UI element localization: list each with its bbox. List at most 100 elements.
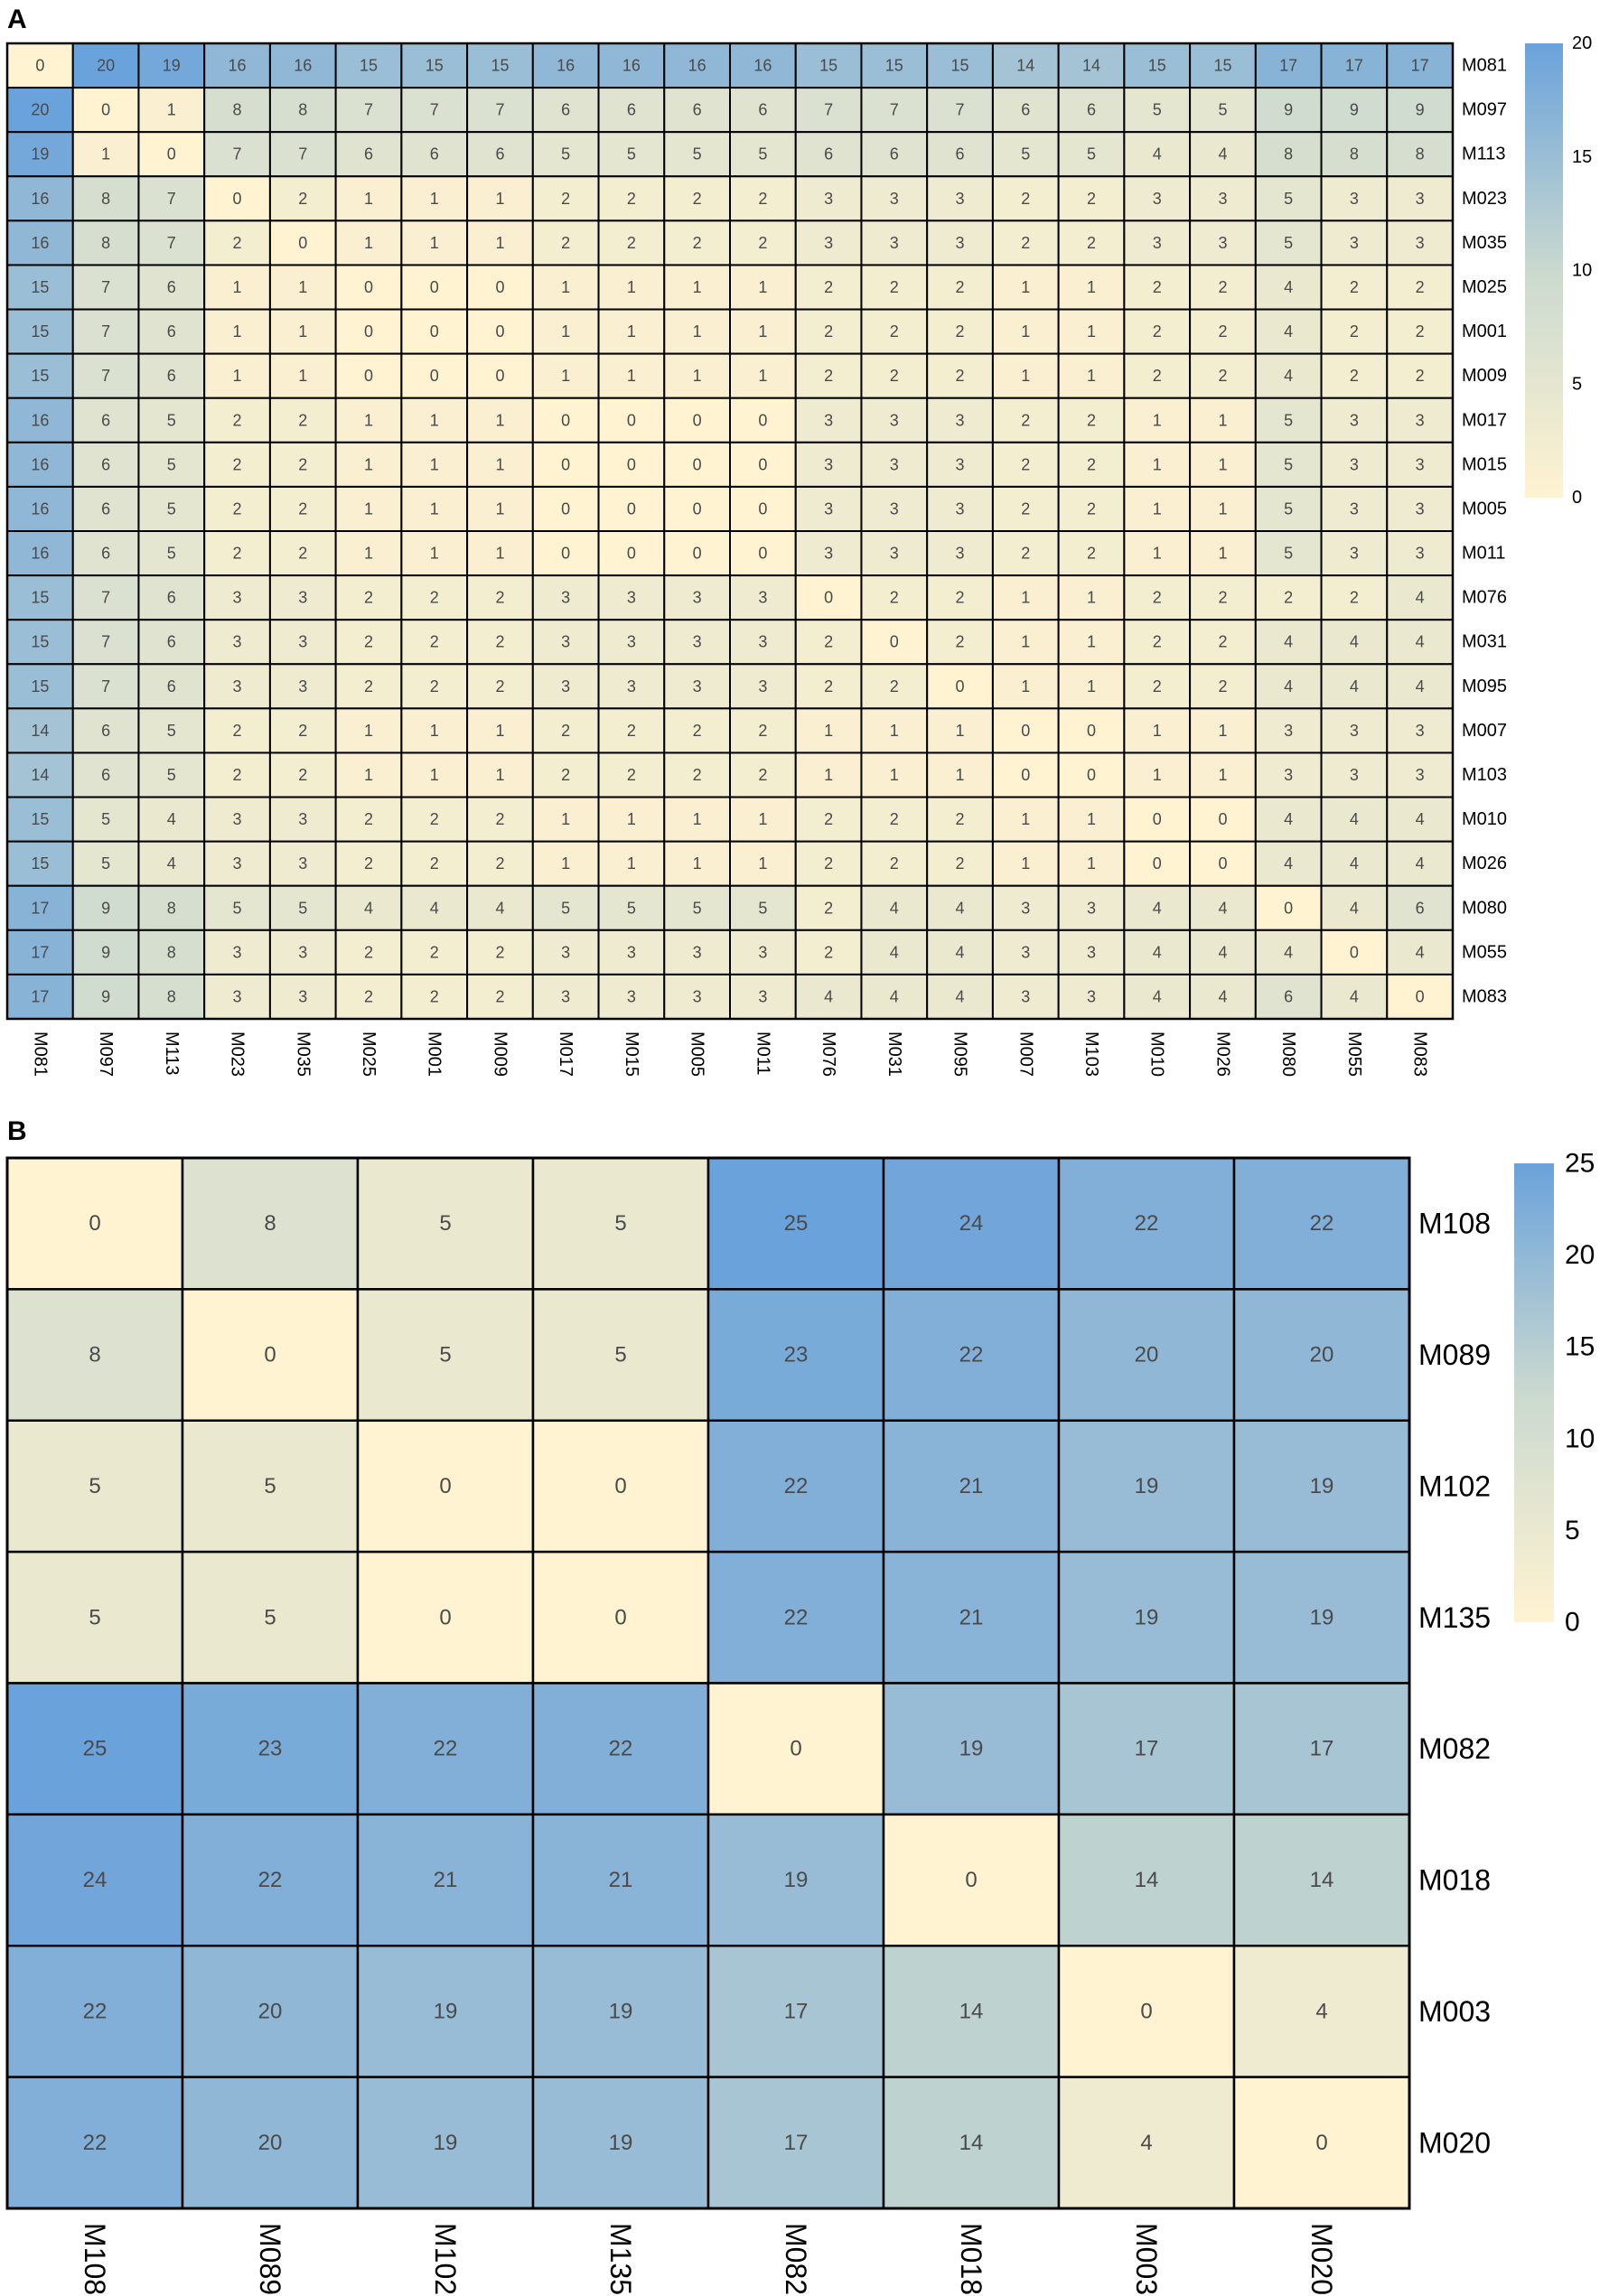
heatmap-cell [531, 751, 600, 798]
cell-value-label: 3 [1350, 455, 1359, 473]
heatmap-cell [1254, 884, 1323, 931]
heatmap-cell [5, 1550, 184, 1685]
cell-value-label: 3 [1350, 411, 1359, 429]
cell-value-label: 5 [627, 899, 636, 917]
heatmap-cell [1386, 175, 1454, 222]
cell-value-label: 1 [430, 455, 439, 473]
cell-value-label: 1 [627, 367, 636, 385]
cell-value-label: 6 [101, 455, 110, 473]
cell-value-label: 15 [1148, 57, 1166, 75]
cell-value-label: 0 [89, 1211, 100, 1236]
cell-value-label: 4 [430, 899, 439, 917]
cell-value-label: 8 [264, 1211, 276, 1236]
cell-value-label: 6 [627, 101, 636, 119]
cell-value-label: 3 [758, 633, 767, 651]
cell-value-label: 6 [167, 589, 176, 607]
cell-value-label: 6 [167, 278, 176, 296]
cell-value-label: 5 [167, 411, 176, 429]
heatmap-cell [1057, 264, 1126, 311]
heatmap-cell [1189, 397, 1257, 443]
cell-value-label: 3 [956, 234, 965, 252]
cell-value-label: 5 [614, 1211, 626, 1236]
heatmap-cell [466, 663, 534, 710]
cell-value-label: 3 [693, 987, 702, 1005]
heatmap-cell [181, 1945, 360, 2078]
heatmap-cell [531, 485, 600, 533]
cell-value-label: 3 [561, 943, 570, 961]
cell-value-label: 2 [1350, 367, 1359, 385]
cell-value-label: 25 [784, 1211, 809, 1236]
heatmap-cell [926, 131, 994, 178]
heatmap-cell [926, 485, 994, 533]
heatmap-cell [334, 352, 403, 399]
cell-value-label: 1 [561, 278, 570, 296]
heatmap-cell [663, 751, 731, 798]
cell-value-label: 6 [101, 499, 110, 518]
heatmap-cell [268, 707, 337, 754]
heatmap-cell [71, 751, 140, 798]
cell-value-label: 20 [258, 2131, 283, 2155]
heatmap-cell [663, 574, 731, 621]
cell-value-label: 2 [1087, 545, 1096, 563]
cell-value-label: 3 [1350, 766, 1359, 784]
cell-value-label: 2 [364, 589, 373, 607]
cell-value-label: 8 [1416, 145, 1425, 163]
cell-value-label: 15 [31, 278, 49, 296]
cell-value-label: 22 [784, 1605, 809, 1629]
cell-value-label: 2 [495, 854, 504, 873]
cell-value-label: 17 [1345, 57, 1363, 75]
cell-value-label: 1 [495, 722, 504, 740]
cell-value-label: 2 [430, 810, 439, 828]
row-label: M082 [1418, 1732, 1491, 1765]
heatmap-cell [1189, 42, 1257, 89]
cell-value-label: 5 [439, 1343, 451, 1367]
cell-value-label: 2 [233, 499, 242, 518]
cell-value-label: 24 [959, 1211, 984, 1236]
cell-value-label: 1 [1218, 411, 1227, 429]
cell-value-label: 2 [890, 677, 899, 695]
heatmap-cell [400, 87, 469, 134]
heatmap-cell [1386, 352, 1454, 399]
heatmap-cell [1320, 175, 1389, 222]
cell-value-label: 0 [101, 101, 110, 119]
heatmap-cell [1386, 884, 1454, 931]
cell-value-label: 4 [1350, 633, 1359, 651]
heatmap-cell [1123, 264, 1192, 311]
cell-value-label: 3 [890, 190, 899, 208]
cell-value-label: 16 [622, 57, 641, 75]
heatmap-cell [268, 929, 337, 975]
cell-value-label: 3 [1350, 722, 1359, 740]
heatmap-cell [400, 840, 469, 887]
row-label: M023 [1462, 189, 1507, 209]
cell-value-label: 1 [1087, 810, 1096, 828]
cell-value-label: 4 [1416, 677, 1425, 695]
column-label: M005 [688, 1031, 707, 1077]
cell-value-label: 7 [101, 633, 110, 651]
cell-value-label: 7 [233, 145, 242, 163]
heatmap-cell [203, 884, 271, 931]
cell-value-label: 2 [1218, 677, 1227, 695]
cell-value-label: 19 [1135, 1605, 1159, 1629]
cell-value-label: 19 [1135, 1474, 1159, 1498]
heatmap-cell [860, 663, 929, 710]
cell-value-label: 0 [233, 190, 242, 208]
heatmap-cell [926, 219, 994, 266]
cell-value-label: 19 [784, 1868, 809, 1892]
cell-value-label: 1 [1021, 633, 1030, 651]
heatmap-cell [597, 42, 666, 89]
cell-value-label: 2 [495, 633, 504, 651]
cell-value-label: 2 [233, 411, 242, 429]
cell-value-label: 23 [784, 1343, 809, 1367]
cell-value-label: 19 [609, 2131, 633, 2155]
cell-value-label: 1 [167, 101, 176, 119]
cell-value-label: 5 [101, 810, 110, 828]
heatmap-cell [1189, 840, 1257, 887]
cell-value-label: 1 [890, 722, 899, 740]
cell-value-label: 2 [956, 810, 965, 828]
cell-value-label: 3 [1350, 499, 1359, 518]
heatmap-cell [729, 619, 797, 666]
cell-value-label: 2 [956, 854, 965, 873]
column-label: M011 [753, 1031, 772, 1076]
cell-value-label: 0 [627, 455, 636, 473]
cell-value-label: 6 [101, 411, 110, 429]
